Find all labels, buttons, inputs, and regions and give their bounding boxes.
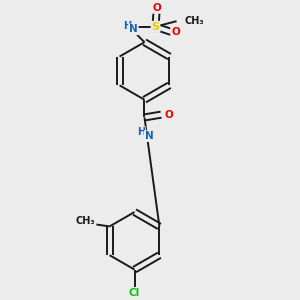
- Text: H: H: [137, 127, 145, 137]
- Text: CH₃: CH₃: [76, 216, 96, 226]
- Text: N: N: [129, 25, 138, 34]
- Text: O: O: [164, 110, 173, 120]
- Text: O: O: [152, 3, 161, 13]
- Text: N: N: [145, 131, 153, 141]
- Text: S: S: [152, 22, 160, 32]
- Text: H: H: [123, 21, 131, 31]
- Text: CH₃: CH₃: [184, 16, 204, 26]
- Text: O: O: [171, 27, 180, 37]
- Text: Cl: Cl: [129, 288, 140, 298]
